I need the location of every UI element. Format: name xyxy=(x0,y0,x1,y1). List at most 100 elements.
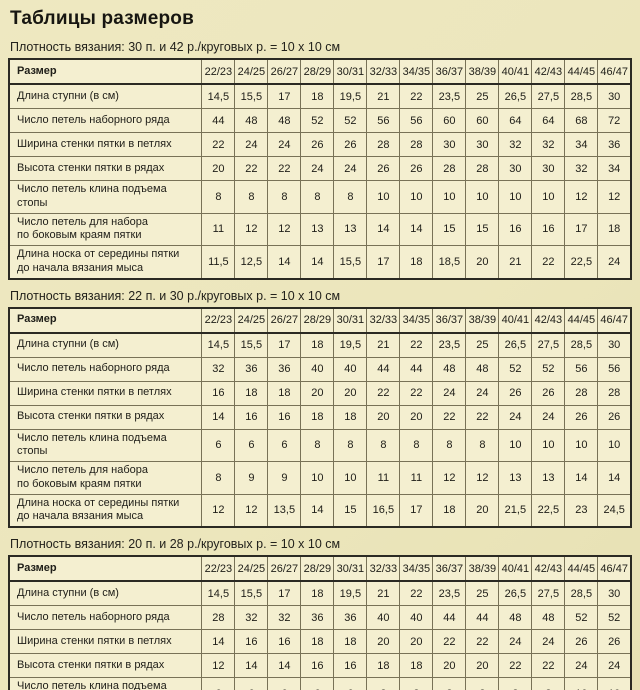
size-header-cell: 26/27 xyxy=(267,555,302,582)
value-cell: 20 xyxy=(201,156,236,181)
value-cell: 14 xyxy=(234,653,269,678)
value-cell: 28,5 xyxy=(564,83,599,109)
value-cell: 20 xyxy=(366,404,401,430)
value-cell: 25 xyxy=(465,83,500,109)
value-cell: 22 xyxy=(366,380,401,406)
size-header-cell: 24/25 xyxy=(234,555,269,582)
value-cell: 18 xyxy=(267,380,302,406)
value-cell: 10 xyxy=(399,180,434,214)
size-header-cell: 44/45 xyxy=(564,58,599,85)
size-header-cell: 42/43 xyxy=(531,555,566,582)
size-header-cell: 28/29 xyxy=(300,58,335,85)
value-cell: 8 xyxy=(234,180,269,214)
value-cell: 10 xyxy=(531,180,566,214)
value-cell: 25 xyxy=(465,332,500,358)
value-cell: 8 xyxy=(366,677,401,690)
value-cell: 72 xyxy=(597,108,632,133)
value-cell: 40 xyxy=(333,356,368,382)
value-cell: 14 xyxy=(201,629,236,654)
value-cell: 8 xyxy=(531,677,566,690)
value-cell: 52 xyxy=(597,605,632,630)
value-cell: 21 xyxy=(366,332,401,358)
size-header-cell: 30/31 xyxy=(333,555,368,582)
value-cell: 14 xyxy=(201,404,236,430)
value-cell: 22 xyxy=(531,245,566,279)
value-cell: 6 xyxy=(267,428,302,462)
value-cell: 52 xyxy=(498,356,533,382)
value-cell: 30 xyxy=(597,83,632,109)
value-cell: 13,5 xyxy=(267,493,302,528)
value-cell: 24 xyxy=(597,245,632,279)
value-cell: 22 xyxy=(498,653,533,678)
value-cell: 60 xyxy=(465,108,500,133)
value-cell: 26,5 xyxy=(498,332,533,358)
value-cell: 26 xyxy=(564,404,599,430)
size-header-cell: 24/25 xyxy=(234,58,269,85)
value-cell: 22 xyxy=(465,629,500,654)
size-header-cell: 22/23 xyxy=(201,555,236,582)
value-cell: 40 xyxy=(366,605,401,630)
value-cell: 6 xyxy=(201,428,236,462)
value-cell: 22 xyxy=(267,156,302,181)
size-header-label: Размер xyxy=(8,555,203,582)
size-header-label: Размер xyxy=(8,58,203,85)
value-cell: 18 xyxy=(333,404,368,430)
value-cell: 18 xyxy=(399,245,434,279)
value-cell: 28,5 xyxy=(564,580,599,606)
value-cell: 24 xyxy=(498,404,533,430)
value-cell: 21 xyxy=(366,83,401,109)
value-cell: 24 xyxy=(498,629,533,654)
value-cell: 22,5 xyxy=(531,493,566,528)
value-cell: 64 xyxy=(531,108,566,133)
value-cell: 20 xyxy=(300,380,335,406)
value-cell: 30 xyxy=(531,156,566,181)
value-cell: 21 xyxy=(498,245,533,279)
value-cell: 8 xyxy=(201,180,236,214)
value-cell: 52 xyxy=(300,108,335,133)
value-cell: 21 xyxy=(366,580,401,606)
value-cell: 14 xyxy=(597,461,632,495)
value-cell: 14,5 xyxy=(201,83,236,109)
size-header-cell: 44/45 xyxy=(564,307,599,334)
value-cell: 18 xyxy=(366,653,401,678)
row-label: Длина носка от середины пятки до начала … xyxy=(8,245,203,279)
row-label: Длина ступни (в см) xyxy=(8,83,203,109)
value-cell: 16,5 xyxy=(366,493,401,528)
size-header-cell: 46/47 xyxy=(597,555,632,582)
value-cell: 6 xyxy=(333,677,368,690)
value-cell: 48 xyxy=(234,108,269,133)
value-cell: 28,5 xyxy=(564,332,599,358)
value-cell: 11 xyxy=(366,461,401,495)
value-cell: 22 xyxy=(234,156,269,181)
size-table-2: Размер 22/23 24/25 26/27 28/29 30/31 32/33 34/3… xyxy=(8,306,632,528)
value-cell: 12 xyxy=(234,212,269,246)
value-cell: 24 xyxy=(597,653,632,678)
value-cell: 10 xyxy=(597,428,632,462)
value-cell: 26 xyxy=(399,156,434,181)
value-cell: 12 xyxy=(597,180,632,214)
value-cell: 52 xyxy=(531,356,566,382)
value-cell: 16 xyxy=(300,653,335,678)
value-cell: 28 xyxy=(564,380,599,406)
value-cell: 8 xyxy=(465,428,500,462)
value-cell: 6 xyxy=(234,677,269,690)
value-cell: 12 xyxy=(432,461,467,495)
value-cell: 15,5 xyxy=(234,332,269,358)
value-cell: 10 xyxy=(498,180,533,214)
size-header-cell: 34/35 xyxy=(399,307,434,334)
row-label: Число петель наборного ряда xyxy=(8,356,203,382)
value-cell: 13 xyxy=(333,212,368,246)
value-cell: 22 xyxy=(432,404,467,430)
size-header-cell: 26/27 xyxy=(267,307,302,334)
value-cell: 36 xyxy=(300,605,335,630)
size-header-cell: 46/47 xyxy=(597,307,632,334)
value-cell: 25 xyxy=(465,580,500,606)
value-cell: 26 xyxy=(333,132,368,157)
value-cell: 44 xyxy=(399,356,434,382)
value-cell: 24,5 xyxy=(597,493,632,528)
value-cell: 22 xyxy=(399,332,434,358)
value-cell: 18 xyxy=(432,493,467,528)
value-cell: 24 xyxy=(333,156,368,181)
value-cell: 32 xyxy=(234,605,269,630)
value-cell: 32 xyxy=(267,605,302,630)
